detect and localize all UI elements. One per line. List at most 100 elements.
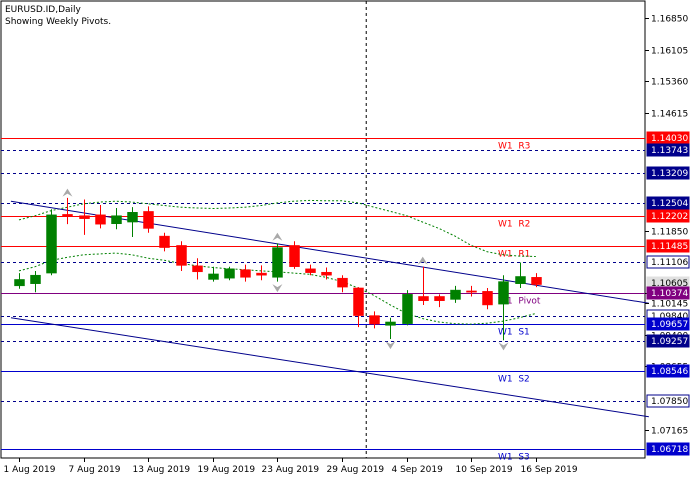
- plot-frame: [0, 0, 646, 459]
- pivot-level-label: W1 S3: [498, 453, 530, 463]
- bull-candle: [385, 317, 396, 339]
- price-tag-label: 1.09657: [651, 320, 688, 330]
- bull-candle: [402, 290, 413, 326]
- candle-body: [450, 289, 461, 300]
- candle-body: [14, 279, 25, 287]
- price-tag-box: [646, 209, 690, 223]
- candle-body: [385, 321, 396, 326]
- price-tag: 1.13743: [646, 143, 690, 157]
- bear-candle: [305, 264, 316, 276]
- envelope-upper-line: [18, 199, 536, 257]
- candle-body: [321, 271, 332, 276]
- y-tick-label: 1.16850: [651, 15, 688, 25]
- pivot-level-label: W1 S1: [498, 328, 530, 338]
- candle-body: [305, 268, 316, 273]
- candle-body: [95, 214, 106, 225]
- candle-body: [434, 296, 445, 301]
- fractal-up-arrow: [272, 232, 283, 241]
- x-tick-label: 13 Aug 2019: [133, 465, 191, 475]
- y-tick-label: 1.10145: [651, 300, 688, 310]
- price-tag-label: 1.07850: [651, 397, 688, 407]
- x-tick-label: 10 Sep 2019: [456, 465, 513, 475]
- y-tick-label: 1.11850: [651, 228, 688, 238]
- candles-layer: [14, 197, 542, 341]
- pivot-level-label: W1 Pivot: [498, 297, 541, 307]
- price-tag-label: 1.12202: [651, 212, 688, 222]
- candle-body: [159, 235, 170, 248]
- fractal-up-arrow: [62, 188, 73, 197]
- price-tag: 1.06718: [646, 442, 690, 456]
- price-tag: 1.14030: [646, 131, 690, 145]
- bear-candle: [240, 264, 251, 282]
- candle-body: [256, 272, 267, 276]
- bull-candle: [111, 208, 122, 230]
- candle-body: [337, 277, 348, 288]
- price-tag-label: 1.11485: [651, 242, 688, 252]
- candle-body: [224, 268, 235, 279]
- bull-candle: [272, 243, 283, 282]
- candle-body: [418, 296, 429, 301]
- fractal-down-arrow: [272, 284, 283, 293]
- bear-candle: [337, 275, 348, 293]
- bull-candle: [498, 275, 509, 341]
- fractal-up-arrow: [417, 256, 428, 265]
- price-tag: 1.07850: [646, 394, 690, 408]
- bear-candle: [482, 287, 493, 310]
- price-tag-box: [646, 143, 690, 157]
- bull-candle: [46, 209, 57, 276]
- y-tick-label: 1.14615: [651, 110, 688, 120]
- x-tick-label: 16 Sep 2019: [521, 465, 578, 475]
- price-tag-label: 1.10605: [651, 279, 688, 289]
- candle-body: [127, 212, 138, 223]
- price-tag-label: 1.14030: [651, 134, 688, 144]
- candle-body: [208, 273, 219, 280]
- bear-candle: [143, 206, 154, 233]
- pivot-levels-layer: W1 R3 W1 R2 W1 R1 W1 Pivot W1 S1 W1 S2 W1 S3: [1, 138, 645, 463]
- price-tag-box: [646, 166, 690, 180]
- bull-candle: [127, 207, 138, 237]
- bull-candle: [30, 270, 41, 293]
- price-tag-box: [646, 394, 690, 408]
- bear-candle: [256, 265, 267, 281]
- candle-body: [192, 265, 203, 273]
- price-tag-label: 1.13743: [651, 146, 688, 156]
- bear-candle: [321, 267, 332, 280]
- pivot-subtitle: Showing Weekly Pivots.: [5, 17, 111, 27]
- bull-candle: [224, 266, 235, 281]
- price-tag-label: 1.11106: [651, 258, 688, 268]
- pivot-level-label: W1 S2: [498, 375, 530, 385]
- price-tag-label: 1.09257: [651, 337, 688, 347]
- price-tag-box: [646, 442, 690, 456]
- x-tick-label: 7 Aug 2019: [69, 465, 121, 475]
- bull-candle: [450, 285, 461, 303]
- price-tag-box: [646, 364, 690, 378]
- x-tick-label: 19 Aug 2019: [198, 465, 256, 475]
- fractal-arrows-layer: [62, 188, 509, 351]
- bear-candle: [418, 266, 429, 305]
- price-tag: 1.09657: [646, 317, 690, 331]
- price-tag: 1.09257: [646, 334, 690, 348]
- candle-body: [62, 214, 73, 217]
- price-tag: 1.13209: [646, 166, 690, 180]
- bear-candle: [95, 205, 106, 229]
- candle-body: [402, 294, 413, 324]
- x-tick-label: 29 Aug 2019: [327, 465, 385, 475]
- pivot-level-label: W1 R1: [498, 250, 530, 260]
- candle-body: [111, 215, 122, 225]
- bear-candle: [176, 241, 187, 271]
- bear-candle: [369, 311, 380, 329]
- price-tag-label: 1.09840: [651, 312, 688, 322]
- candle-body: [353, 287, 364, 316]
- time-axis: 1 Aug 2019 7 Aug 2019 13 Aug 2019 19 Aug 20…: [4, 458, 578, 475]
- price-tag-label: 1.08546: [651, 367, 688, 377]
- bear-candle: [531, 273, 542, 288]
- fractal-down-arrow: [385, 341, 396, 350]
- price-tag: 1.12504: [646, 196, 690, 210]
- price-tag: 1.11106: [646, 255, 690, 269]
- price-tag-label: 1.12504: [651, 199, 688, 209]
- bear-candle: [466, 285, 477, 297]
- price-tag-box: [646, 239, 690, 253]
- price-axis: 1.16850 1.16105 1.15360 1.14615 1.11850 1.103…: [645, 15, 690, 456]
